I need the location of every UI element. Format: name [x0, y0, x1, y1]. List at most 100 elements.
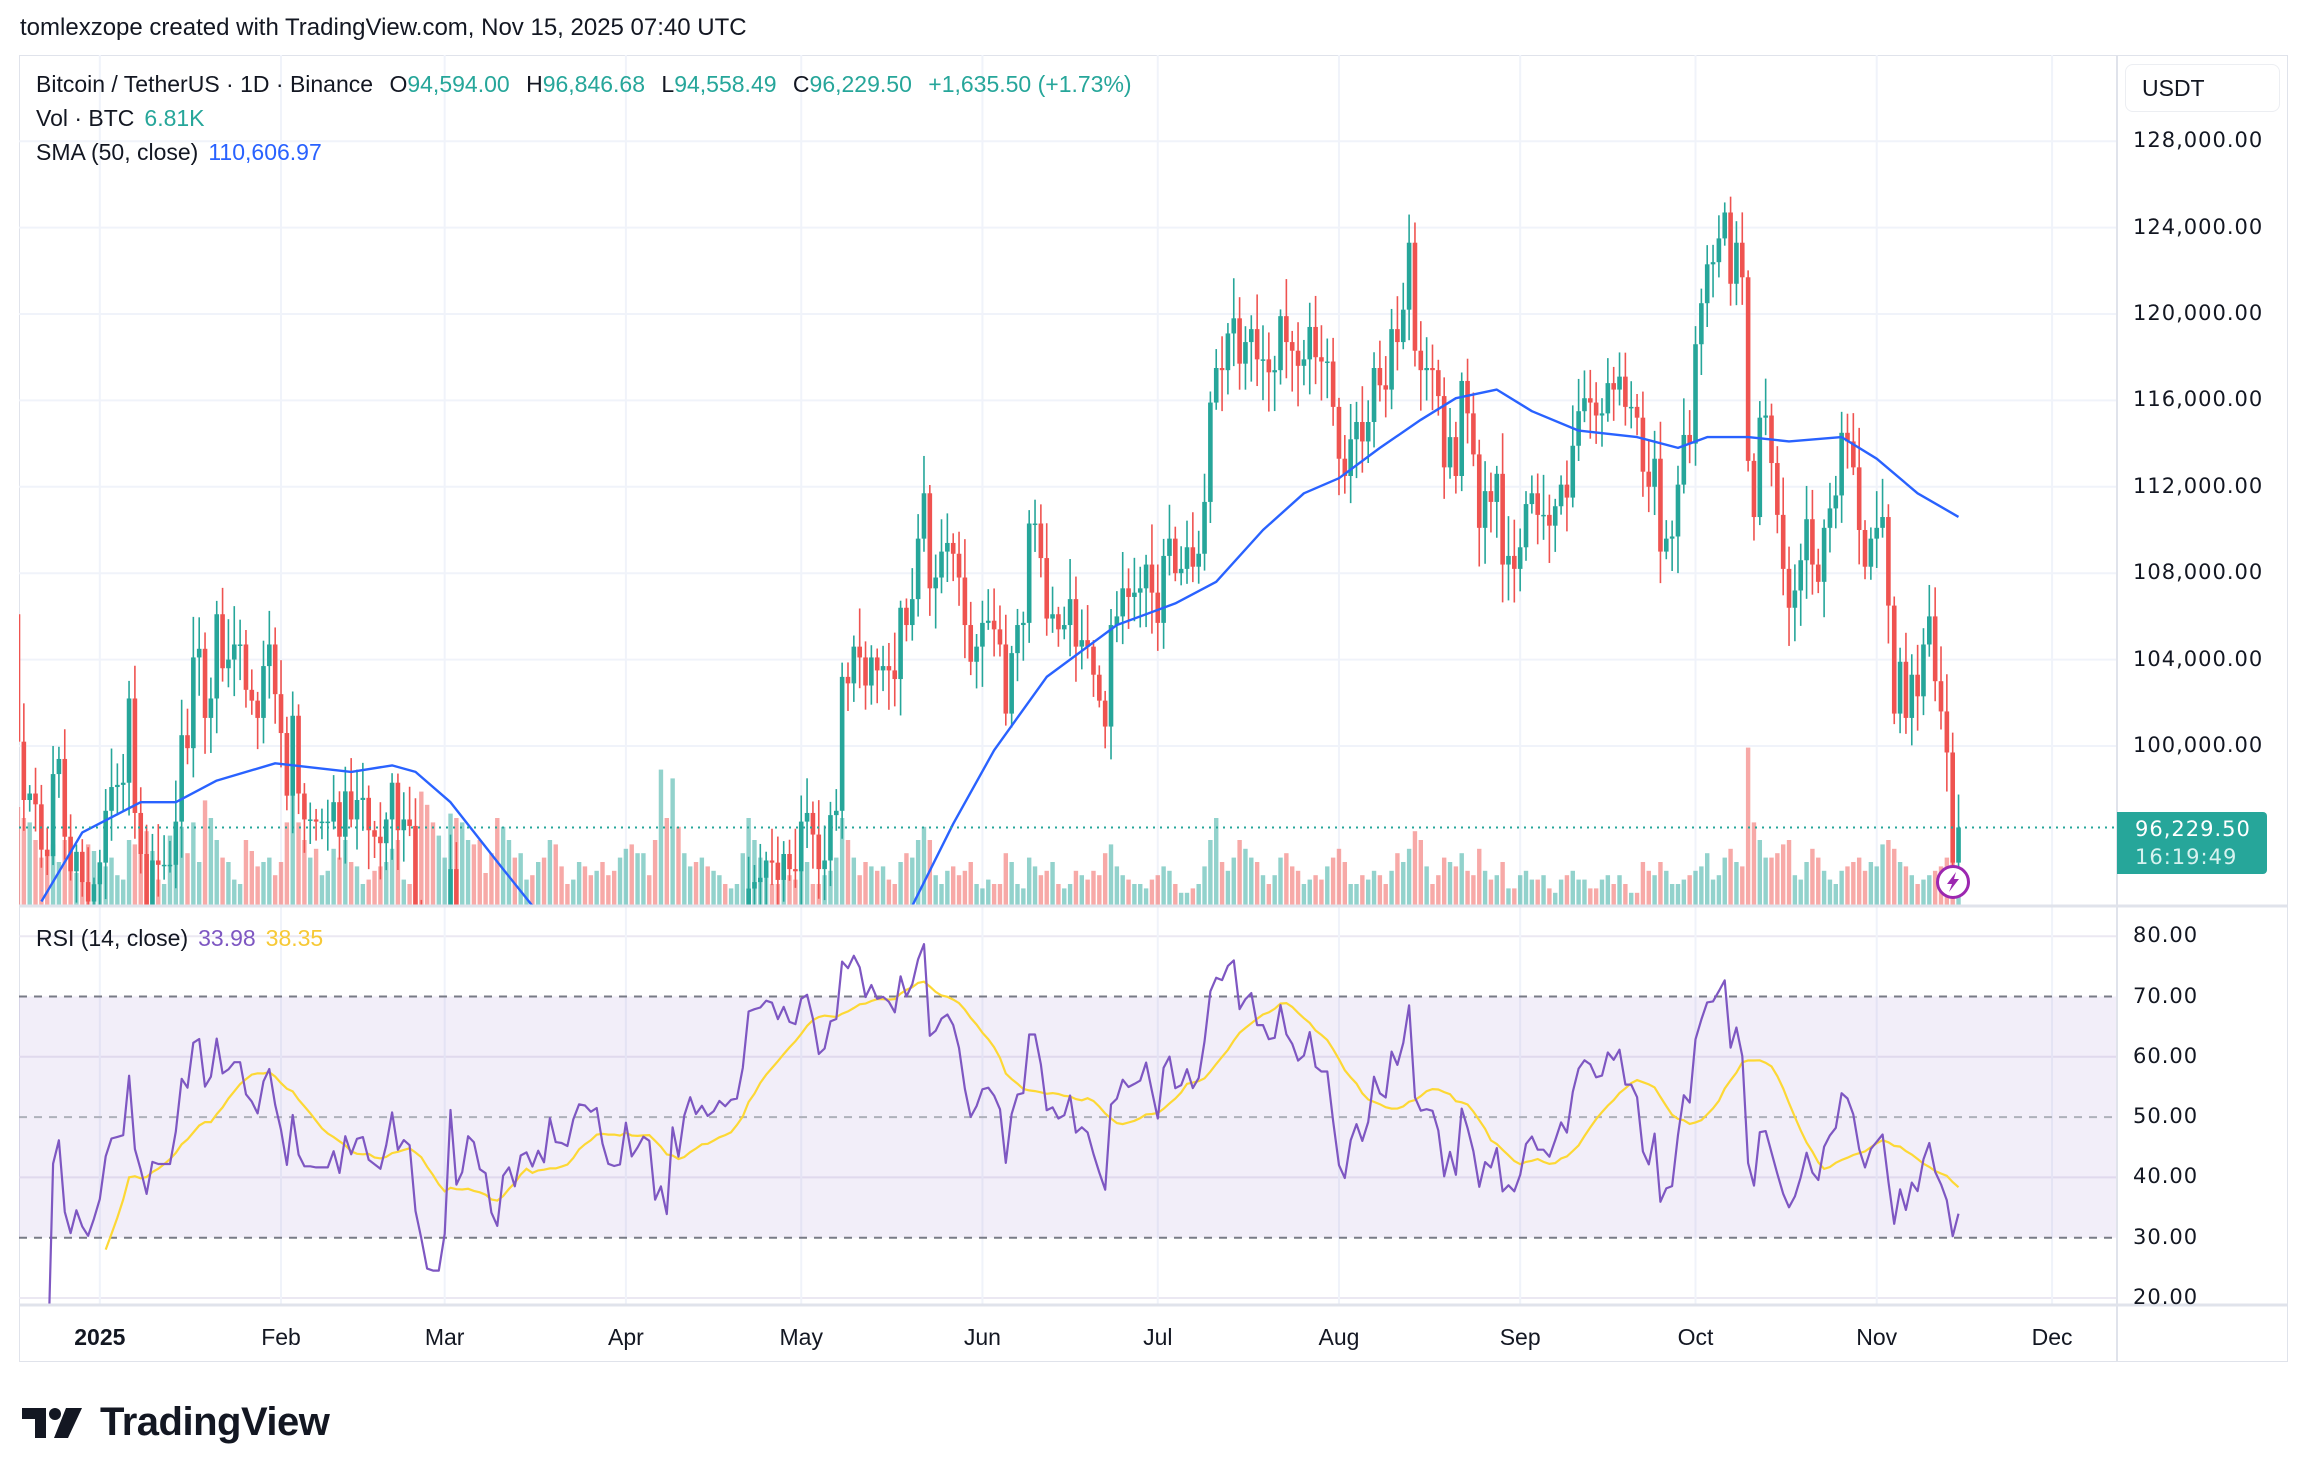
low-label: L: [661, 71, 675, 97]
tradingview-logo[interactable]: TradingView: [22, 1400, 330, 1445]
volume-bar: [1325, 866, 1330, 906]
volume-bar: [1038, 875, 1044, 906]
volume-bar: [1237, 840, 1242, 906]
volume-bar: [1313, 875, 1318, 906]
candle-body: [1336, 406, 1342, 459]
volume-bar: [1517, 875, 1523, 906]
candle-body: [1003, 644, 1009, 714]
volume-bar: [255, 866, 260, 906]
candle-body: [1476, 454, 1482, 528]
currency-button[interactable]: USDT: [2125, 64, 2280, 112]
candle-body: [1500, 473, 1505, 565]
candle-body: [1815, 564, 1821, 582]
candle-body: [138, 812, 144, 854]
high-value: 96,846.68: [542, 71, 646, 97]
candle-body: [383, 819, 389, 844]
candle-body: [1880, 517, 1885, 528]
volume-bar: [1529, 879, 1535, 906]
volume-bar: [1138, 884, 1143, 906]
volume-bar: [629, 844, 634, 906]
candle-body: [1190, 547, 1196, 567]
price-tick-label: 104,000.00: [2133, 646, 2264, 671]
volume-bar: [343, 840, 348, 906]
candle-body: [1628, 406, 1634, 409]
volume-bar: [559, 866, 564, 906]
volume-legend[interactable]: Vol · BTC 6.81K: [36, 105, 215, 132]
candle-body: [155, 860, 161, 865]
volume-bar: [1617, 875, 1622, 906]
candle-body: [348, 791, 354, 820]
candles: [19, 196, 1961, 906]
candle-body: [991, 620, 997, 630]
volume-bar: [489, 853, 494, 906]
candle-body: [202, 648, 208, 718]
volume-bar: [1500, 862, 1505, 906]
volume-bar: [693, 862, 699, 906]
candle-body: [869, 657, 874, 686]
volume-bar: [828, 870, 833, 906]
candle-body: [1278, 316, 1283, 371]
volume-bar: [1044, 870, 1049, 906]
candle-body: [191, 657, 196, 749]
candle-body: [1137, 588, 1143, 593]
volume-bar: [623, 848, 629, 906]
candle-body: [173, 821, 179, 865]
volume-bar: [1225, 870, 1231, 906]
candle-body: [337, 802, 342, 837]
candle-body: [1605, 383, 1611, 414]
sma-legend[interactable]: SMA (50, close) 110,606.97: [36, 139, 332, 166]
volume-bar: [378, 866, 383, 906]
volume-bar: [787, 875, 792, 906]
candle-body: [1324, 361, 1330, 364]
lightning-alert-icon[interactable]: [1935, 864, 1971, 900]
candle-body: [407, 819, 412, 826]
symbol-legend[interactable]: Bitcoin / TetherUS · 1D · Binance O94,59…: [36, 71, 1142, 98]
candle-body: [1897, 661, 1903, 714]
candle-body: [179, 735, 184, 822]
candle-body: [787, 854, 792, 870]
rsi-legend[interactable]: RSI (14, close) 33.98 38.35: [36, 925, 333, 952]
volume-bar: [465, 840, 471, 906]
candle-body: [904, 607, 909, 626]
volume-bar: [1418, 840, 1423, 906]
candle-body: [1482, 491, 1488, 528]
volume-bar: [1927, 875, 1932, 906]
volume-bar: [980, 888, 985, 906]
candle-body: [1178, 568, 1184, 574]
volume-bar: [804, 862, 810, 906]
candle-body: [1512, 555, 1517, 569]
volume-bar: [652, 840, 658, 906]
volume-bar: [1120, 875, 1125, 906]
candle-body: [1453, 437, 1459, 476]
rsi-ma-value: 38.35: [265, 925, 324, 951]
volume-bar: [1114, 866, 1120, 906]
candle-body: [1441, 396, 1447, 468]
volume-bar: [1401, 862, 1406, 906]
volume-bar: [1582, 879, 1587, 906]
candle-body: [1383, 385, 1389, 390]
candle-body: [144, 854, 149, 906]
volume-bar: [1383, 884, 1388, 906]
volume-bar: [1301, 884, 1307, 906]
volume-bar: [1447, 862, 1453, 906]
volume-bar: [1862, 870, 1868, 906]
volume-bar: [1769, 857, 1774, 906]
rsi-line: [48, 942, 1960, 1305]
time-tick-label: Sep: [1499, 1324, 1541, 1350]
candle-body: [1167, 538, 1172, 556]
volume-bar: [1161, 866, 1166, 906]
candle-body: [804, 812, 810, 822]
candle-body: [1225, 333, 1231, 371]
volume-bar: [302, 840, 307, 906]
candle-body: [1845, 432, 1850, 442]
volume-bar: [834, 857, 839, 906]
price-tick-label: 100,000.00: [2133, 733, 2264, 757]
volume-bar: [617, 857, 623, 906]
volume-bar: [1588, 888, 1593, 906]
volume-bar: [1763, 857, 1768, 906]
volume-bar: [109, 857, 114, 906]
candle-body: [1202, 501, 1207, 554]
candle-body: [1412, 242, 1418, 351]
candle-body: [1389, 329, 1394, 390]
